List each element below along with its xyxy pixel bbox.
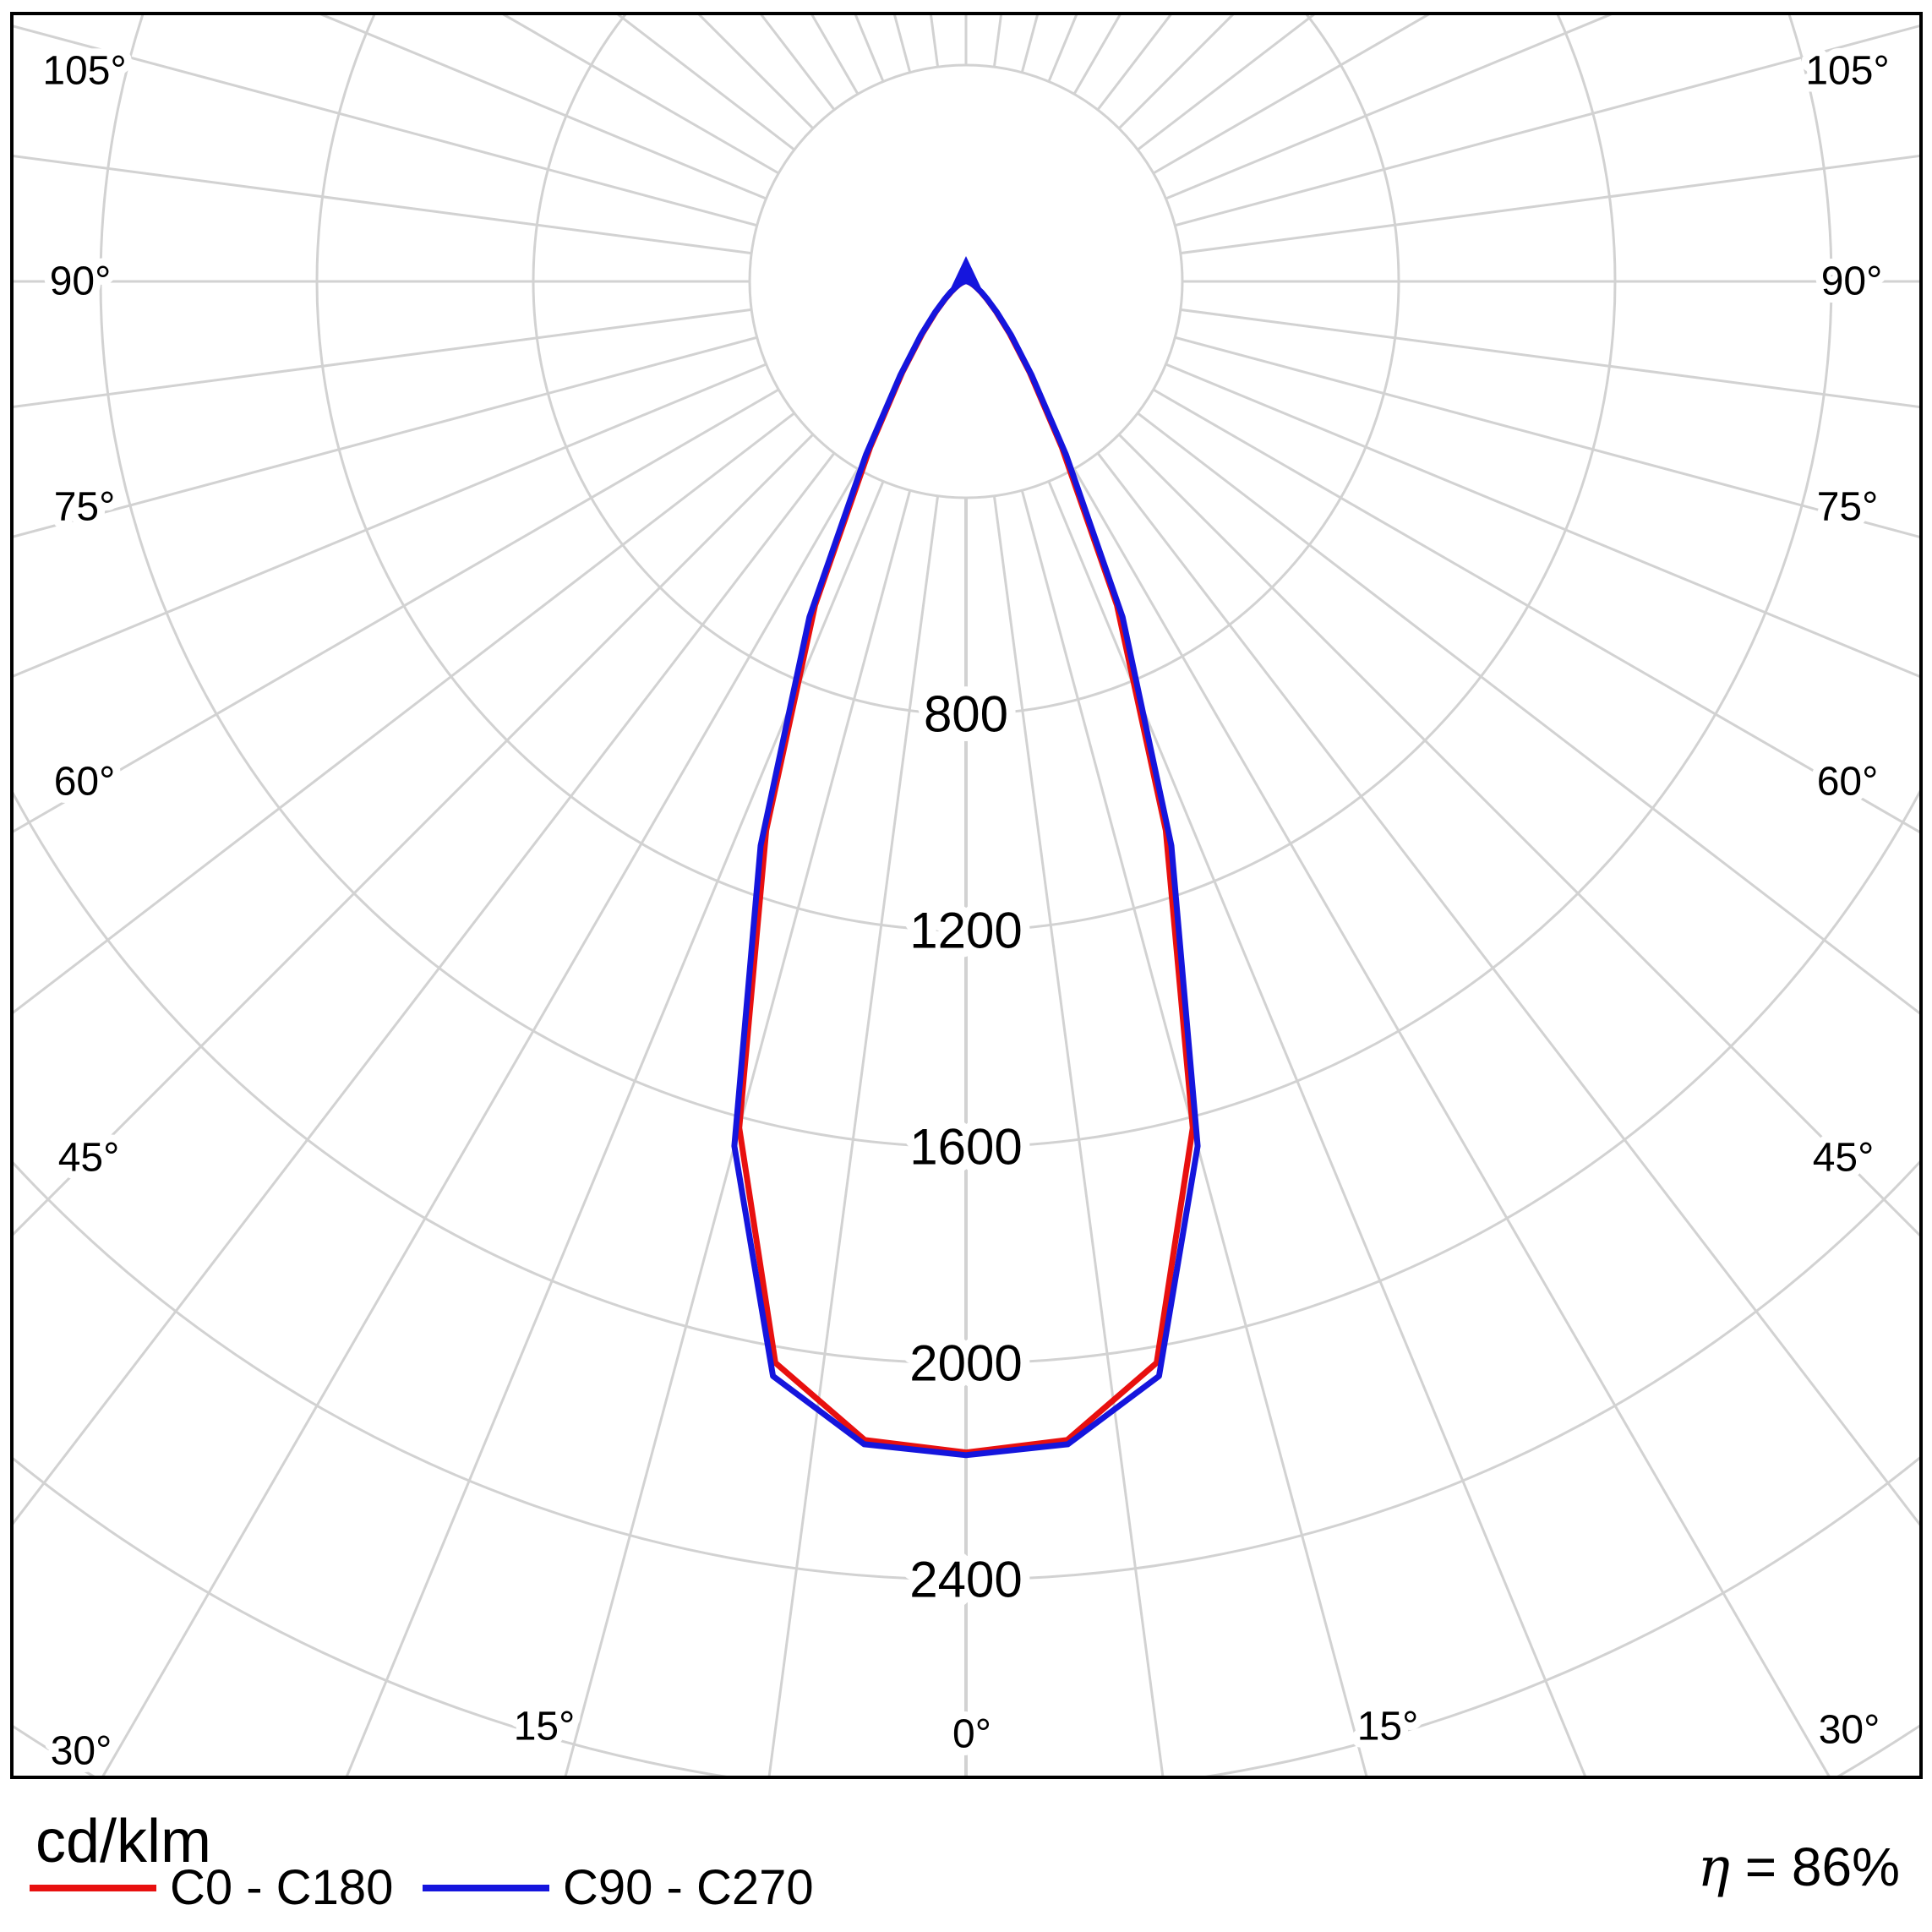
- grid-spoke-285: [14, 336, 758, 538]
- grid-spoke-277.5: [14, 308, 752, 408]
- c90-c270-label: C90 - C270: [563, 1860, 814, 1915]
- radial-tick-label-800: 800: [924, 686, 1008, 743]
- grid-spoke-240: [502, 15, 780, 175]
- grid-spoke-105: [1174, 25, 1919, 227]
- angle-label-4-45deg: 45°: [58, 1136, 120, 1181]
- angle-label-3-60deg: 60°: [54, 760, 116, 805]
- curve-tip-arrow-icon: [951, 256, 981, 288]
- grid-spoke-255: [14, 25, 758, 227]
- angle-label-14-105deg: 105°: [1805, 49, 1889, 94]
- angle-label-0-105deg: 105°: [42, 49, 126, 94]
- angle-label-12-75deg: 75°: [1817, 485, 1879, 530]
- radial-tick-label-2000: 2000: [909, 1335, 1022, 1392]
- grid-spoke-15: [1020, 489, 1368, 1776]
- light-output-ratio-label: η = 86%: [1698, 1836, 1900, 1899]
- grid-spoke-75: [1174, 336, 1919, 538]
- grid-spoke-330: [101, 467, 860, 1776]
- angle-label-13-90deg: 90°: [1821, 259, 1883, 304]
- radial-tick-label-1600: 1600: [909, 1119, 1022, 1176]
- grid-spoke-352.5: [767, 495, 940, 1776]
- grid-spoke-262.5: [14, 155, 752, 255]
- angle-label-1-90deg: 90°: [50, 259, 112, 304]
- grid-spoke-67.5: [1165, 363, 1919, 678]
- angle-label-2-75deg: 75°: [54, 485, 116, 530]
- eta-symbol: η: [1697, 1836, 1730, 1899]
- grid-spoke-292.5: [14, 363, 767, 678]
- units-label: cd/klm: [35, 1808, 212, 1875]
- angle-label-6-15deg: 15°: [514, 1705, 576, 1749]
- grid-spoke-307.5: [14, 412, 795, 1014]
- grid-spoke-45: [1117, 433, 1919, 1237]
- grid-spoke-37.5: [1096, 452, 1919, 1526]
- radial-tick-label-1200: 1200: [909, 903, 1022, 959]
- angle-label-10-45deg: 45°: [1813, 1136, 1875, 1181]
- intensity-curve-c90-c270: [731, 268, 1201, 1459]
- grid-spoke-30: [1072, 467, 1831, 1776]
- legend-item-c0-c180: C0 - C180: [30, 1859, 393, 1916]
- grid-spoke-247.5: [319, 15, 767, 200]
- grid-spoke-82.5: [1180, 308, 1919, 409]
- grid-spoke-322.5: [14, 452, 836, 1525]
- grid-spoke-7.5: [992, 495, 1165, 1776]
- eta-value: = 86%: [1744, 1836, 1900, 1897]
- grid-spoke-22.5: [1047, 480, 1586, 1776]
- grid-spoke-337.5: [346, 480, 885, 1776]
- grid-spoke-120: [1152, 15, 1430, 175]
- legend-item-c90-c270: C90 - C270: [423, 1859, 814, 1916]
- angle-label-9-30deg: 30°: [1819, 1708, 1880, 1753]
- plot-border: [10, 12, 1923, 1779]
- grid-spoke-112.5: [1165, 15, 1613, 200]
- angle-label-8-15deg: 15°: [1357, 1705, 1419, 1749]
- c0-c180-label: C0 - C180: [170, 1860, 394, 1915]
- grid-spoke-52.5: [1137, 412, 1919, 1015]
- angle-label-7-0deg: 0°: [952, 1712, 991, 1757]
- radial-tick-label-2400: 2400: [909, 1552, 1022, 1608]
- angle-label-11-60deg: 60°: [1817, 760, 1879, 805]
- grid-spoke-315: [14, 433, 815, 1236]
- grid-spoke-345: [564, 489, 912, 1776]
- c90-c270-line-swatch: [423, 1884, 549, 1891]
- grid-spoke-60: [1152, 388, 1919, 833]
- grid-spoke-300: [14, 388, 780, 833]
- c0-c180-line-swatch: [30, 1884, 156, 1891]
- angle-label-5-30deg: 30°: [51, 1729, 112, 1774]
- grid-spoke-97.5: [1180, 154, 1919, 255]
